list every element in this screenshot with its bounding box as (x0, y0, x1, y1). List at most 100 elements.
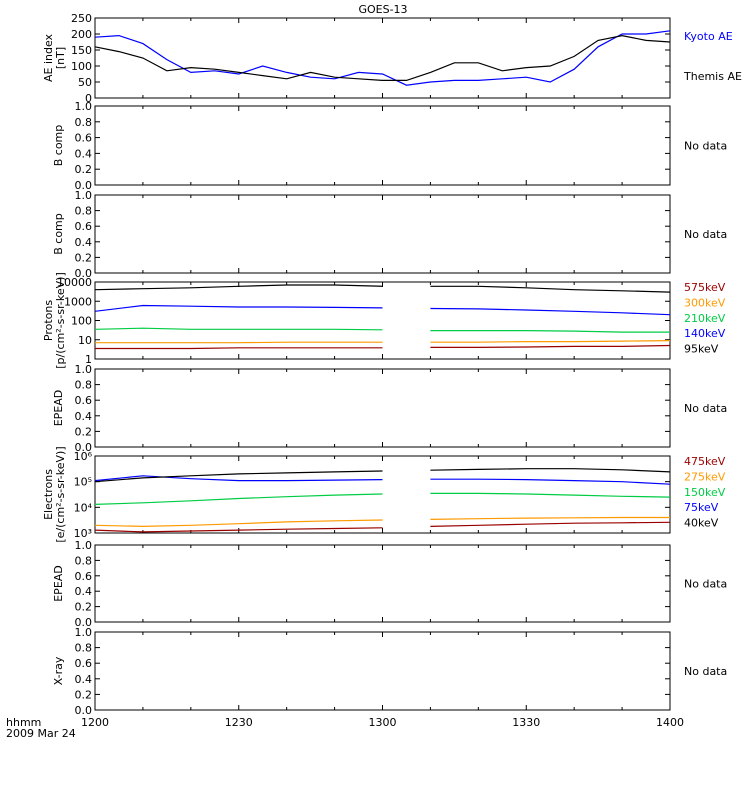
legend-210kev: 210keV (684, 312, 726, 325)
y-tick-label: 1 (85, 353, 92, 366)
y-tick-label: 0.4 (75, 410, 93, 423)
y-tick-label: 250 (71, 12, 92, 25)
series-line-kyoto-ae (94, 30, 671, 86)
series-line-75kev (94, 475, 671, 485)
panel-4-ylabel-unit: [p/(cm²-s-sr-keV)] (54, 272, 67, 369)
legend-140kev: 140keV (684, 327, 726, 340)
y-tick-label: 10⁴ (74, 501, 93, 514)
y-tick-label: 0.6 (75, 570, 93, 583)
y-tick-label: 0.0 (75, 179, 93, 192)
y-tick-label: 0.2 (75, 425, 93, 438)
panel-6-ylabel: Electrons (42, 469, 55, 520)
panel-5-note: No data (684, 402, 727, 415)
y-tick-label: 0.8 (75, 205, 93, 218)
panel-1-ylabel-unit: [nT] (54, 47, 67, 69)
legend-95kev: 95keV (684, 343, 719, 356)
y-tick-label: 100 (71, 60, 92, 73)
legend-300kev: 300keV (684, 296, 726, 309)
legend-kyoto-ae: Kyoto AE (684, 30, 733, 43)
y-tick-label: 0.2 (75, 251, 93, 264)
y-tick-label: 0.2 (75, 688, 93, 701)
y-tick-label: 10000 (57, 276, 92, 289)
y-tick-label: 0.8 (75, 554, 93, 567)
y-tick-label: 10³ (74, 527, 92, 540)
series-line-475kev (94, 521, 671, 533)
chart-title: GOES-13 (358, 3, 407, 16)
legend-150kev: 150keV (684, 486, 726, 499)
panel-5-frame (94, 368, 671, 448)
y-tick-label: 0.8 (75, 116, 93, 129)
panel-5-ylabel: EPEAD (52, 390, 65, 427)
series-line-300kev (95, 340, 671, 344)
y-tick-label: 1.0 (75, 539, 93, 552)
panel-8-note: No data (684, 665, 727, 678)
series-line-575kev (95, 344, 671, 350)
y-tick-label: 100 (71, 315, 92, 328)
panel-2-ylabel: B comp (52, 125, 65, 167)
y-tick-label: 0.0 (75, 267, 93, 280)
panel-3-note: No data (684, 228, 727, 241)
panel-8-frame (94, 631, 671, 711)
series-line-275kev (94, 516, 670, 528)
panel-7-note: No data (684, 578, 727, 591)
panel-4-ylabel: Protons (42, 300, 55, 341)
panel-2-note: No data (684, 140, 727, 153)
y-tick-label: 0 (85, 92, 92, 105)
y-tick-label: 1.0 (75, 189, 93, 202)
y-tick-label: 0.6 (75, 394, 93, 407)
y-tick-label: 0.2 (75, 601, 93, 614)
panel-6-ylabel-unit: [e/(cm²-s-sr-keV)] (54, 446, 67, 542)
legend-475kev: 475keV (684, 455, 726, 468)
y-tick-label: 50 (78, 76, 92, 89)
y-tick-label: 0.4 (75, 585, 93, 598)
y-tick-label: 0.8 (75, 642, 93, 655)
y-tick-label: 0.8 (75, 379, 93, 392)
x-tick-label: 1200 (81, 716, 109, 729)
y-tick-label: 0.6 (75, 220, 93, 233)
y-tick-label: 10⁶ (74, 450, 93, 463)
y-tick-label: 0.0 (75, 616, 93, 629)
x-tick-label: 1300 (369, 716, 397, 729)
legend-40kev: 40keV (684, 517, 719, 530)
legend-75kev: 75keV (684, 501, 719, 514)
time-unit-label: hhmm (6, 716, 41, 729)
series-line-40kev (94, 468, 671, 483)
panel-1-ylabel: AE index (42, 33, 55, 82)
y-tick-label: 0.4 (75, 236, 93, 249)
date-label: 2009 Mar 24 (6, 727, 76, 740)
y-tick-label: 1.0 (75, 363, 93, 376)
legend-575kev: 575keV (684, 281, 726, 294)
legend-275kev: 275keV (684, 470, 726, 483)
panel-7-frame (94, 544, 671, 623)
panel-8-ylabel: X-ray (52, 656, 65, 685)
series-line-210kev (94, 327, 670, 333)
x-tick-label: 1400 (656, 716, 684, 729)
series-line-150kev (94, 492, 671, 505)
y-tick-label: 10 (78, 334, 92, 347)
panel-7-ylabel: EPEAD (52, 565, 65, 602)
y-tick-label: 0.4 (75, 147, 93, 160)
x-tick-label: 1330 (512, 716, 540, 729)
series-line-95kev (94, 284, 671, 293)
y-tick-label: 0.4 (75, 673, 93, 686)
panels: 0 50 100 150 200 250 AE index [nT] Kyoto AE Themi… (42, 12, 742, 729)
series-line-140kev (94, 304, 671, 316)
y-tick-label: 1.0 (75, 626, 93, 639)
y-tick-label: 150 (71, 44, 92, 57)
y-tick-label: 200 (71, 28, 92, 41)
y-tick-label: 0.6 (75, 657, 93, 670)
x-tick-label: 1230 (225, 716, 253, 729)
y-tick-label: 1000 (64, 295, 92, 308)
y-tick-label: 1.0 (75, 100, 93, 113)
y-tick-label: 0.0 (75, 441, 93, 454)
series-line-themis-ae (94, 34, 671, 81)
panel-3-ylabel: B comp (52, 213, 65, 255)
legend-themis-ae: Themis AE (683, 70, 742, 83)
y-tick-label: 0.6 (75, 132, 93, 145)
panel-3-frame (94, 194, 671, 274)
y-tick-label: 10⁵ (74, 476, 92, 489)
y-tick-label: 0.2 (75, 163, 93, 176)
y-tick-label: 0.0 (75, 704, 93, 717)
panel-2-frame (94, 105, 671, 186)
